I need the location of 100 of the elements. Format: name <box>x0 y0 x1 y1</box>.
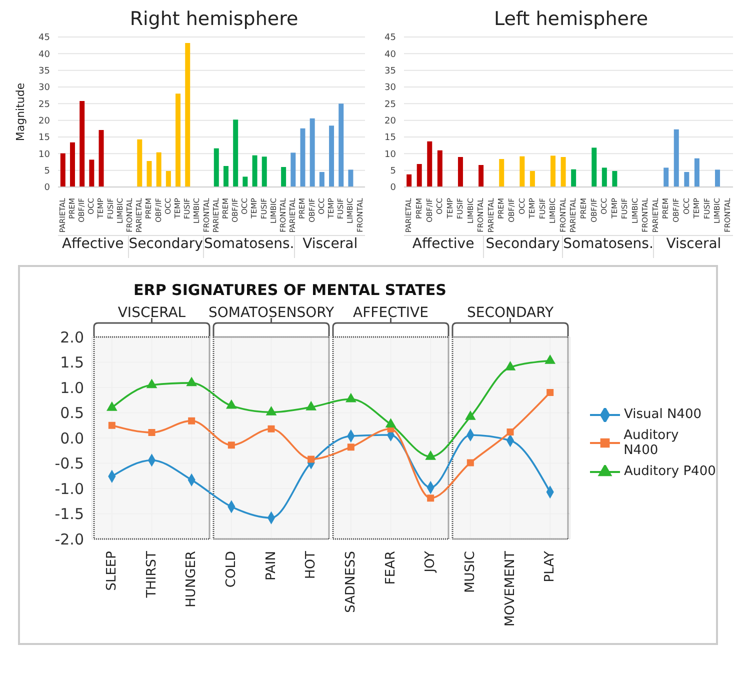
point <box>506 428 514 436</box>
y-tick-label: 0.0 <box>60 429 84 448</box>
point <box>545 354 556 364</box>
bar <box>406 174 412 187</box>
y-tick-label: -2.0 <box>54 530 84 548</box>
text: Somatosens. <box>562 236 654 258</box>
y-tick-label: 0 <box>390 183 396 194</box>
x-tick-label: THIRST <box>144 550 160 599</box>
y-tick-label: 10 <box>38 150 50 160</box>
text: Secondary <box>482 236 562 258</box>
x-tick-label: SLEEP <box>104 550 120 591</box>
point <box>268 425 275 432</box>
text: Secondary <box>128 236 203 258</box>
y-tick-label: 1.5 <box>60 354 84 372</box>
y-tick-label: 20 <box>384 116 396 127</box>
y-tick-label: 2.0 <box>60 328 84 346</box>
bar <box>478 165 484 187</box>
text: Affective <box>60 236 125 254</box>
bar <box>329 126 334 187</box>
bar <box>176 94 181 187</box>
bar <box>223 166 228 187</box>
bar <box>550 156 556 187</box>
text: Somatosens. <box>202 236 294 258</box>
y-tick-label: 40 <box>38 50 50 60</box>
bar <box>262 156 267 187</box>
bar <box>560 157 566 187</box>
point <box>386 418 396 428</box>
bar <box>233 120 238 187</box>
band-label: SECONDARY <box>467 305 554 321</box>
bar <box>499 159 504 187</box>
bar <box>156 152 162 187</box>
bar <box>458 157 463 187</box>
bar <box>694 158 700 187</box>
bar <box>252 155 258 187</box>
point <box>546 389 554 396</box>
band-label: AFFECTIVE <box>353 305 428 321</box>
x-tick-label: FEAR <box>383 551 398 585</box>
point <box>306 401 316 410</box>
y-axis-title: Magnitude <box>14 82 27 142</box>
point <box>308 456 315 463</box>
y-tick-label: 0.5 <box>60 404 84 422</box>
chart-title: Right hemisphere <box>128 8 300 32</box>
y-tick-label: 25 <box>384 100 396 110</box>
bar <box>684 172 690 187</box>
bar <box>319 172 324 187</box>
bar <box>80 101 85 187</box>
band-label: SOMATOSENSORY <box>208 305 334 321</box>
y-tick-label: 40 <box>384 50 396 60</box>
y-tick-label: 5 <box>390 166 396 177</box>
x-tick-label: HUNGER <box>184 551 200 608</box>
point <box>465 411 476 420</box>
y-tick-label: 15 <box>38 133 50 144</box>
x-tick-label: MUSIC <box>462 551 478 593</box>
bar <box>242 176 248 187</box>
bar <box>89 160 94 187</box>
y-tick-label: 30 <box>384 83 396 94</box>
legend-label: Auditory P400 <box>624 464 716 479</box>
y-tick-label: 15 <box>384 133 396 144</box>
x-tick-label: COLD <box>224 551 239 588</box>
text: Visceral <box>294 236 365 258</box>
bar <box>214 148 219 187</box>
y-tick-label: 5 <box>44 166 50 177</box>
bar <box>416 164 422 187</box>
bar <box>290 152 296 187</box>
text: Affective <box>411 236 476 254</box>
bar <box>437 150 442 187</box>
point <box>347 444 354 451</box>
bar <box>281 167 286 187</box>
point <box>346 393 356 402</box>
point <box>228 442 235 449</box>
bar <box>348 170 354 187</box>
bar <box>612 171 618 187</box>
bar <box>300 128 306 187</box>
point <box>188 417 196 424</box>
point <box>505 362 516 370</box>
bar <box>592 148 597 187</box>
y-tick-label: 1.0 <box>60 378 84 397</box>
bar <box>674 129 679 187</box>
y-tick-label: 35 <box>384 66 396 77</box>
x-tick-label: MOVEMENT <box>502 550 518 626</box>
point <box>108 422 116 429</box>
point <box>146 379 157 388</box>
bar <box>338 104 344 187</box>
point <box>148 428 156 436</box>
y-tick-label: 45 <box>38 33 50 44</box>
bar <box>571 169 576 187</box>
point <box>106 402 117 411</box>
chart-title: ERP SIGNATURES OF MENTAL STATES <box>132 281 448 299</box>
y-tick-label: 0 <box>44 183 50 194</box>
bar <box>146 161 152 187</box>
y-tick-label: -1.5 <box>54 505 84 524</box>
point <box>466 459 474 466</box>
point <box>226 400 236 409</box>
point <box>426 450 436 460</box>
point <box>427 494 434 502</box>
band-label: VISCERAL <box>118 305 186 321</box>
point <box>266 406 276 416</box>
y-tick-label: 30 <box>38 83 50 94</box>
x-tick-label: HOT <box>304 550 319 579</box>
bar <box>602 168 607 187</box>
